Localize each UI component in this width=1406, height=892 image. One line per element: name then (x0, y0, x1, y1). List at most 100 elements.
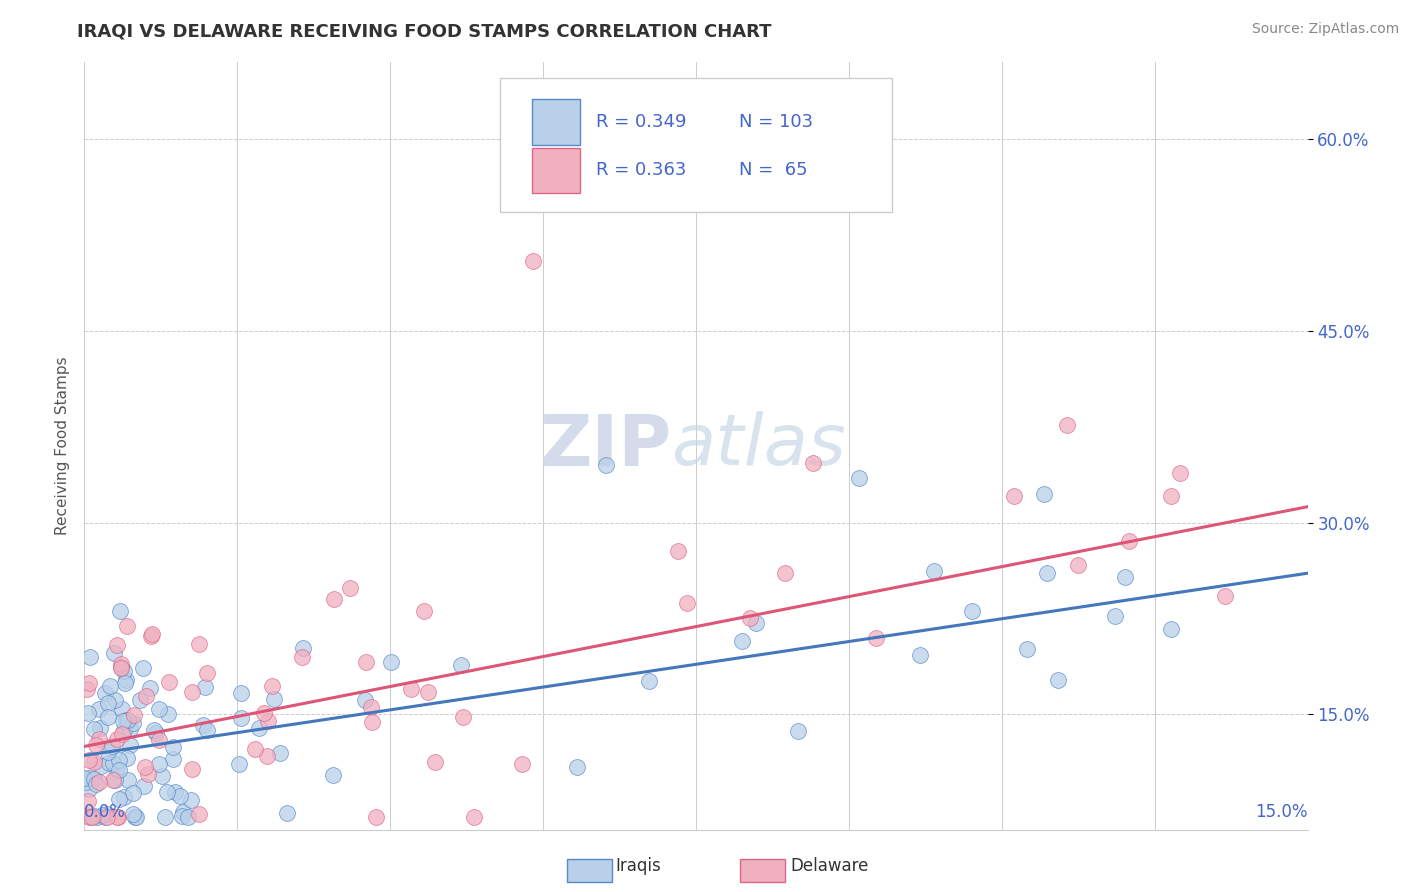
Point (139, 629, 162, 643)
Point (148, 756, 170, 771)
Point (98, 679, 121, 693)
Point (463, 810, 485, 824)
Point (132, 660, 155, 674)
Point (77, 706, 100, 720)
Point (156, 785, 179, 799)
Point (148, 702, 170, 716)
Point (97, 696, 120, 710)
Point (1168, 467, 1191, 481)
Point (150, 769, 173, 783)
Point (143, 723, 166, 737)
Point (75, 774, 97, 789)
Text: atlas: atlas (672, 411, 846, 481)
Point (136, 767, 159, 781)
Point (104, 762, 127, 776)
Point (105, 731, 128, 746)
Point (187, 637, 209, 651)
Point (83, 723, 105, 737)
Point (108, 764, 131, 778)
Point (908, 648, 931, 662)
Point (848, 471, 870, 485)
Point (1066, 558, 1088, 573)
Point (105, 809, 128, 823)
Point (257, 714, 280, 728)
Point (134, 779, 156, 793)
Point (135, 689, 157, 703)
Point (89, 702, 111, 716)
Point (193, 681, 215, 695)
Point (1114, 569, 1136, 583)
Point (773, 566, 796, 580)
Point (77, 772, 100, 786)
Point (740, 611, 762, 625)
Point (157, 674, 180, 689)
Point (565, 760, 588, 774)
Point (90, 807, 112, 822)
Point (83, 772, 105, 786)
Point (108, 753, 131, 767)
Point (786, 724, 808, 739)
Point (115, 619, 138, 633)
Point (243, 742, 266, 756)
Text: 0.0%: 0.0% (84, 803, 127, 821)
Point (510, 756, 533, 771)
Point (451, 710, 474, 724)
Point (90, 759, 112, 773)
Point (157, 706, 180, 721)
Point (1213, 589, 1236, 603)
Point (252, 706, 274, 720)
Point (110, 657, 132, 672)
Point (104, 772, 127, 787)
Text: 15.0%: 15.0% (1256, 803, 1308, 821)
Point (94, 686, 117, 700)
Point (1104, 609, 1126, 624)
Point (291, 650, 314, 665)
Point (128, 693, 150, 707)
Point (97, 745, 120, 759)
Point (399, 682, 422, 697)
Point (256, 748, 278, 763)
Point (112, 723, 135, 737)
Point (108, 604, 131, 618)
Point (145, 726, 167, 740)
Point (450, 657, 472, 672)
Point (86, 810, 108, 824)
Point (148, 733, 170, 747)
Point (924, 564, 946, 578)
Point (269, 747, 291, 761)
Text: IRAQI VS DELAWARE RECEIVING FOOD STAMPS CORRELATION CHART: IRAQI VS DELAWARE RECEIVING FOOD STAMPS … (77, 22, 772, 40)
Point (103, 693, 125, 707)
Point (83, 755, 105, 769)
Point (1047, 673, 1070, 687)
Point (322, 768, 344, 782)
Point (94, 810, 117, 824)
Point (87, 731, 110, 746)
Point (114, 676, 136, 690)
Point (79, 810, 101, 824)
Point (231, 711, 253, 725)
Point (107, 810, 129, 824)
Point (114, 673, 136, 687)
Point (197, 723, 219, 738)
Point (169, 789, 191, 803)
Point (180, 762, 202, 776)
Point (181, 684, 204, 698)
Point (83, 808, 105, 822)
Point (117, 773, 139, 788)
Point (187, 807, 209, 822)
Point (111, 727, 134, 741)
Point (84, 776, 107, 790)
Point (685, 183, 707, 197)
Point (195, 666, 218, 681)
Text: Iraqis: Iraqis (616, 857, 662, 875)
Point (111, 702, 134, 716)
Point (229, 686, 252, 700)
Text: R = 0.363: R = 0.363 (596, 161, 686, 178)
Point (416, 685, 439, 699)
Text: ZIP: ZIP (540, 411, 672, 481)
Point (97, 710, 120, 724)
Text: Source: ZipAtlas.com: Source: ZipAtlas.com (1251, 22, 1399, 37)
Point (124, 810, 146, 824)
Point (134, 760, 156, 774)
Point (1017, 642, 1039, 657)
